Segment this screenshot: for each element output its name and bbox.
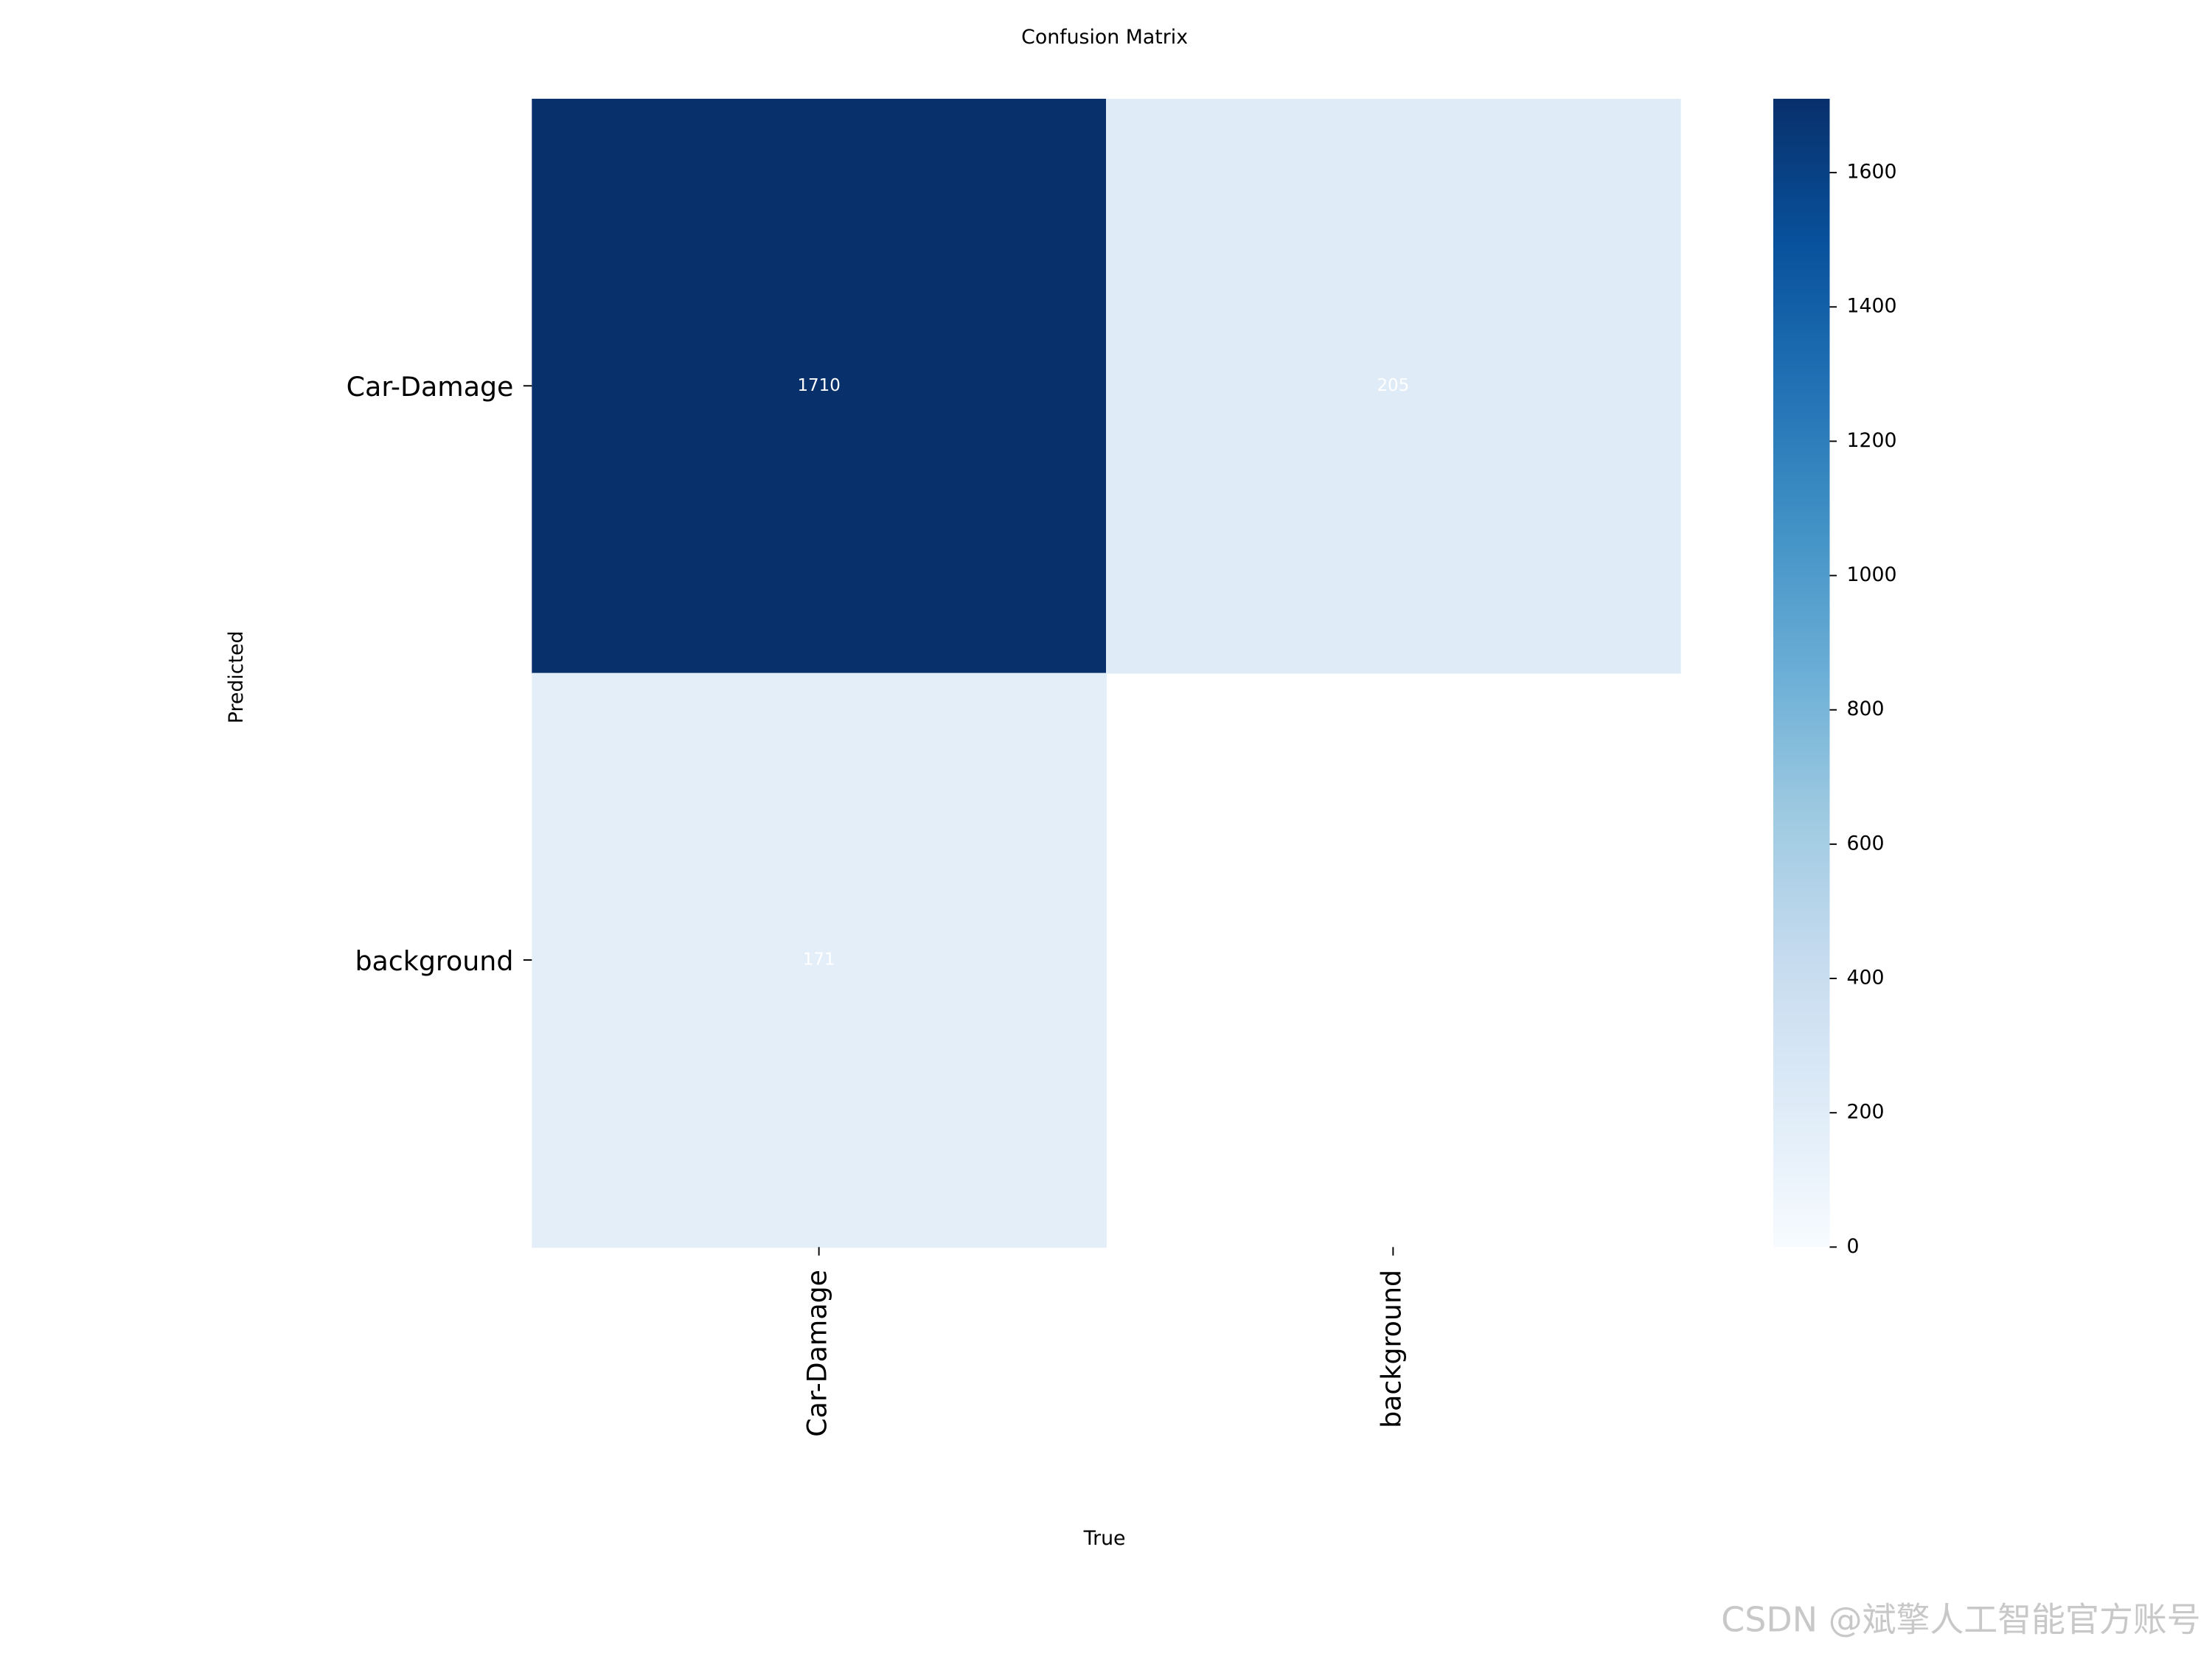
x-tick-label: background: [1375, 1270, 1407, 1428]
y-tick-label: Car-Damage: [347, 371, 514, 403]
cell-label: 1710: [797, 376, 840, 395]
watermark: CSDN @斌擎人工智能官方账号: [1721, 1600, 2200, 1640]
colorbar-tick-label: 1600: [1846, 161, 1896, 184]
colorbar-tick-label: 1200: [1846, 429, 1896, 452]
colorbar-tick-label: 0: [1846, 1235, 1859, 1258]
x-tick-label: Car-Damage: [801, 1270, 833, 1437]
chart-title: Confusion Matrix: [1021, 26, 1188, 49]
y-tick-label: background: [355, 945, 513, 977]
colorbar-tick-label: 800: [1846, 698, 1884, 720]
x-axis-label: True: [1083, 1527, 1126, 1550]
colorbar-tick-label: 1400: [1846, 295, 1896, 318]
heatmap-cell: [532, 98, 1107, 674]
y-axis-label: Predicted: [225, 631, 248, 724]
colorbar-tick-label: 600: [1846, 832, 1884, 855]
colorbar-tick-label: 400: [1846, 967, 1884, 990]
heatmap-cell: [532, 672, 1107, 1248]
colorbar-tick-label: 200: [1846, 1101, 1884, 1124]
heatmap-cell: [1106, 98, 1681, 674]
colorbar-tick-label: 1000: [1846, 563, 1896, 586]
colorbar: [1773, 98, 1830, 1248]
cell-label: 205: [1377, 376, 1409, 395]
cell-label: 171: [803, 950, 835, 969]
